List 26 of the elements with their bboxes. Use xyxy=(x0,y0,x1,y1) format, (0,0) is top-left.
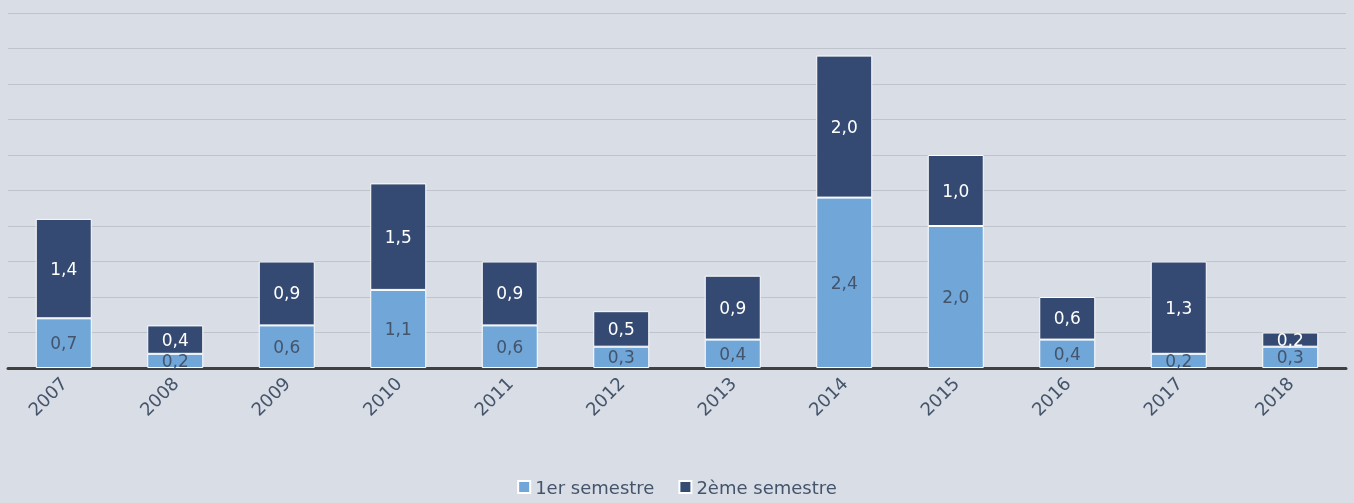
data-label: 1,5 xyxy=(384,226,412,247)
data-label: 0,6 xyxy=(496,336,524,357)
legend-label: 2ème semestre xyxy=(696,476,837,498)
data-label: 0,9 xyxy=(719,297,747,318)
data-label: 0,4 xyxy=(1053,343,1081,364)
data-label: 1,3 xyxy=(1165,297,1193,318)
data-label: 2,0 xyxy=(942,287,970,307)
legend-label: 1er semestre xyxy=(535,476,655,498)
data-label: 0,3 xyxy=(607,347,635,368)
data-label: 0,9 xyxy=(496,283,524,304)
data-label: 0,9 xyxy=(273,283,301,304)
data-label: 1,1 xyxy=(384,318,412,339)
data-label: 2,0 xyxy=(830,116,858,137)
data-label: 0,3 xyxy=(1276,347,1304,368)
data-label: 2,4 xyxy=(830,272,858,293)
data-label: 1,0 xyxy=(942,180,970,201)
data-label: 0,4 xyxy=(719,343,747,364)
data-label: 0,2 xyxy=(161,350,189,371)
data-label: 0,5 xyxy=(607,318,635,339)
data-label: 0,2 xyxy=(1276,329,1304,350)
data-label: 0,6 xyxy=(1053,308,1081,329)
data-label: 1,4 xyxy=(50,258,78,279)
data-label: 0,6 xyxy=(273,336,301,357)
data-label: 0,4 xyxy=(161,329,189,350)
data-label: 0,7 xyxy=(50,333,78,354)
data-label: 0,2 xyxy=(1165,350,1193,371)
